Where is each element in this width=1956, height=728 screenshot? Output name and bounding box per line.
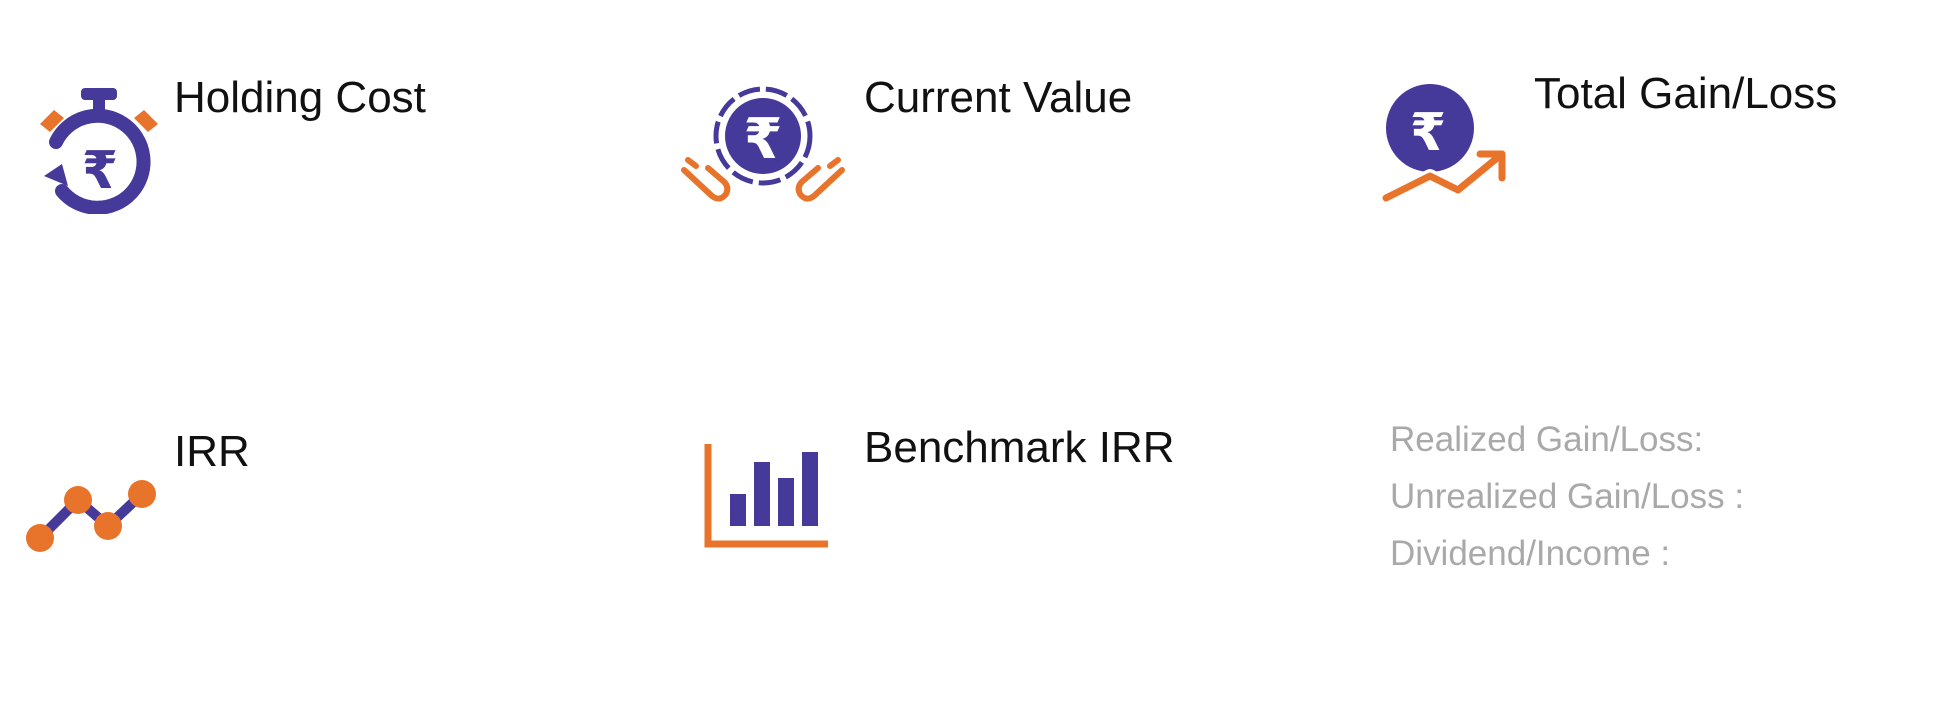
dividend-income-label: Dividend/Income : (1390, 534, 1671, 573)
benchmark-irr-card: Benchmark IRR (670, 340, 1330, 670)
hands-rupee-coin-icon: ₹ (681, 86, 845, 202)
total-gain-loss-card: ₹ Total Gain/Loss (1340, 0, 1956, 330)
svg-text:₹: ₹ (1410, 103, 1446, 163)
realized-gain-loss-label: Realized Gain/Loss: (1390, 420, 1704, 459)
holding-cost-card: ₹ Holding Cost (0, 0, 660, 330)
line-trend-icon (26, 480, 156, 552)
gain-breakdown-panel: Realized Gain/Loss: Unrealized Gain/Loss… (1340, 340, 1956, 670)
stopwatch-rupee-icon: ₹ (40, 88, 158, 214)
unrealized-gain-loss-label: Unrealized Gain/Loss : (1390, 477, 1745, 516)
irr-title: IRR (174, 427, 250, 476)
total-gain-loss-title: Total Gain/Loss (1534, 69, 1838, 118)
svg-text:₹: ₹ (82, 141, 118, 201)
bar-chart-icon (704, 444, 828, 548)
holding-cost-title: Holding Cost (174, 73, 426, 122)
benchmark-irr-title: Benchmark IRR (864, 423, 1175, 472)
current-value-title: Current Value (864, 73, 1133, 122)
current-value-card: ₹ Current Value (670, 0, 1330, 330)
rupee-growth-arrow-icon: ₹ (1382, 84, 1509, 205)
irr-card: IRR (0, 340, 660, 670)
svg-text:₹: ₹ (744, 107, 783, 172)
